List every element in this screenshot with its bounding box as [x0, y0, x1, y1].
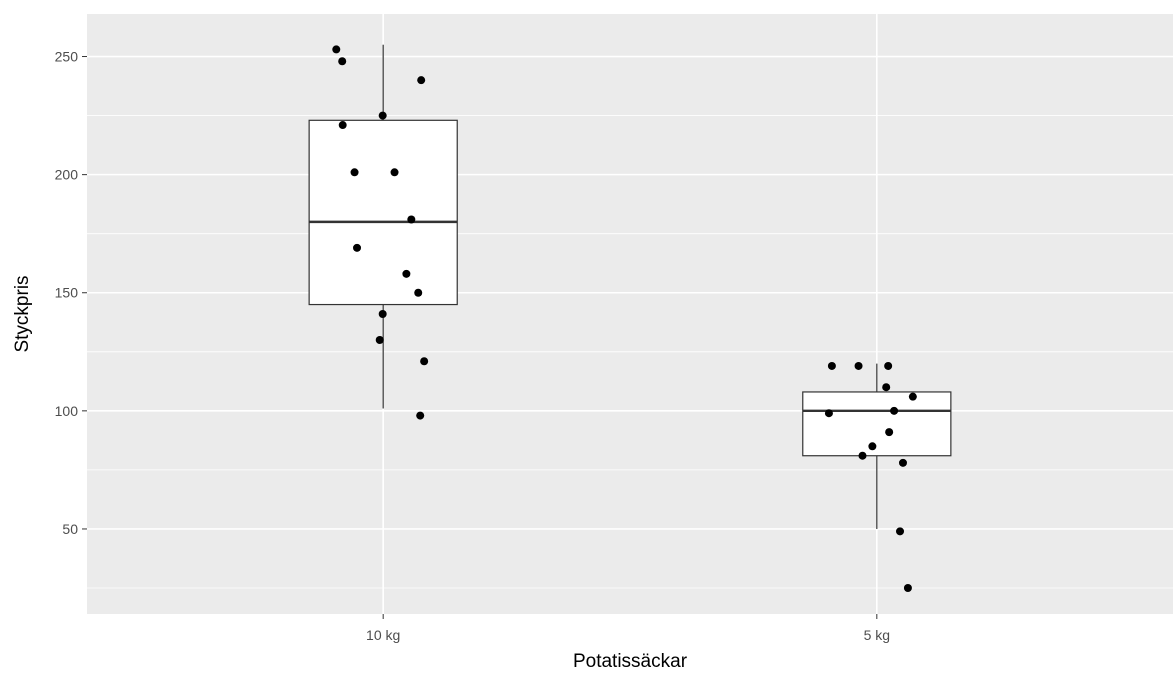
x-axis-ticks: 10 kg 5 kg — [366, 614, 890, 643]
data-point — [402, 269, 411, 278]
data-point — [338, 121, 347, 130]
data-point — [884, 361, 893, 370]
data-point — [417, 76, 426, 85]
y-tick-label: 150 — [55, 285, 79, 301]
data-point — [896, 527, 905, 536]
box-1 — [308, 44, 458, 409]
y-tick-label: 200 — [55, 167, 79, 183]
data-point — [868, 442, 877, 451]
data-point — [407, 215, 416, 224]
box-iqr — [308, 119, 458, 306]
data-point — [338, 57, 347, 66]
data-point — [858, 451, 867, 460]
y-tick-label: 250 — [55, 49, 79, 65]
x-tick-label: 5 kg — [864, 627, 890, 643]
data-point — [908, 392, 917, 401]
data-point — [824, 409, 833, 418]
y-axis-ticks: 50 100 150 200 250 — [55, 49, 87, 537]
data-point — [350, 168, 359, 177]
data-point — [390, 168, 399, 177]
data-point — [903, 584, 912, 593]
data-point — [885, 428, 894, 437]
plot-panel — [87, 14, 1173, 614]
data-point — [420, 357, 429, 366]
data-point — [416, 411, 425, 420]
boxplot-boxes — [308, 44, 952, 529]
data-point — [827, 361, 836, 370]
x-axis-title: Potatissäckar — [573, 651, 688, 672]
y-tick-label: 100 — [55, 403, 79, 419]
data-point — [882, 383, 891, 392]
data-point — [375, 335, 384, 344]
data-point — [378, 111, 387, 120]
y-axis-title: Styckpris — [12, 275, 33, 352]
x-tick-label: 10 kg — [366, 627, 400, 643]
data-point — [898, 458, 907, 467]
box-iqr — [802, 391, 952, 457]
y-tick-label: 50 — [62, 521, 78, 537]
data-point — [378, 310, 387, 318]
box-2 — [802, 363, 952, 529]
data-point — [414, 288, 423, 297]
data-point — [332, 45, 341, 54]
data-point — [890, 406, 899, 415]
data-point — [353, 243, 362, 252]
data-point — [854, 361, 863, 370]
data-points — [332, 45, 917, 593]
